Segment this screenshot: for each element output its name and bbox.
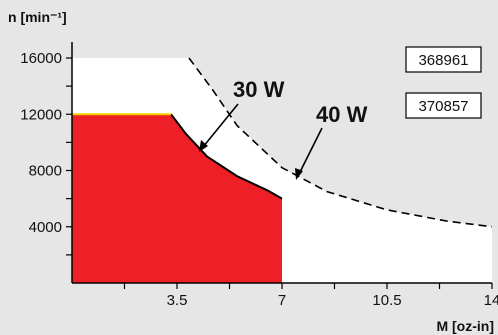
y-axis-label: n [min⁻¹] <box>8 9 67 25</box>
x-axis-label: M [oz-in] <box>436 318 494 334</box>
arrow-30w <box>202 103 239 148</box>
part-number-box-2 <box>405 92 482 119</box>
y-tick-label: 4000 <box>29 219 62 236</box>
arrow-40w <box>298 127 323 175</box>
y-tick-label: 8000 <box>29 163 62 180</box>
arrowhead-40w <box>295 168 303 180</box>
y-tick-label: 12000 <box>20 106 62 123</box>
x-tick-label: 7 <box>278 292 286 309</box>
part-number-1: 368961 <box>418 52 468 69</box>
x-tick-label: 14 <box>484 292 498 309</box>
part-number-box-1 <box>405 46 482 73</box>
y-tick-label: 16000 <box>20 50 62 67</box>
ticks: 3.5 7 10.5 14 4000 8000 12000 16000 <box>20 50 498 309</box>
curve-30w <box>170 113 283 200</box>
annotation-30w: 30 W <box>233 77 285 102</box>
x-tick-label: 10.5 <box>372 292 401 309</box>
x-tick-label: 3.5 <box>167 292 188 309</box>
annotation-40w: 40 W <box>316 102 368 127</box>
area-30w <box>72 114 282 283</box>
part-number-2: 370857 <box>418 98 468 115</box>
curve-40w <box>188 57 493 228</box>
arrowhead-30w <box>199 140 208 152</box>
